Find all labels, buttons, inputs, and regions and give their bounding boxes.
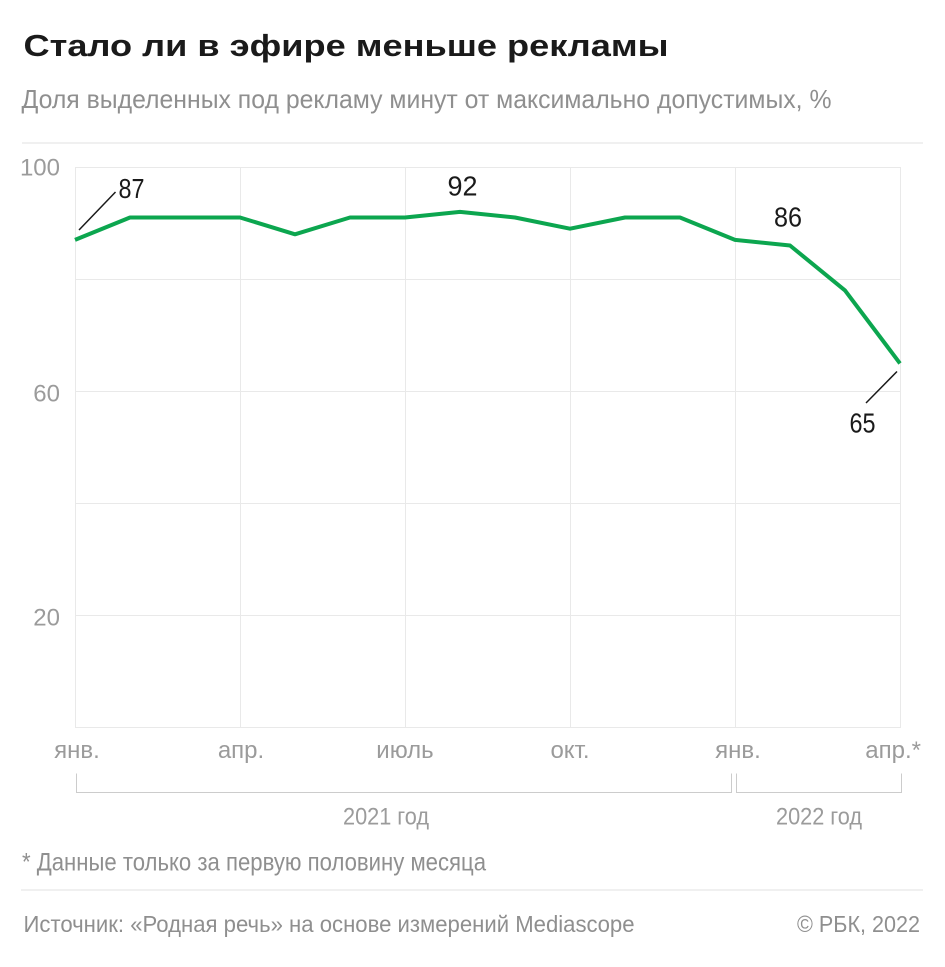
svg-text:2021 год: 2021 год — [343, 804, 429, 831]
svg-text:Источник: «Родная речь» на осн: Источник: «Родная речь» на основе измере… — [24, 911, 635, 937]
svg-text:60: 60 — [33, 381, 60, 408]
svg-text:86: 86 — [774, 202, 802, 233]
svg-text:65: 65 — [850, 407, 876, 438]
svg-text:20: 20 — [33, 605, 60, 632]
svg-text:100: 100 — [20, 155, 60, 182]
svg-text:янв.: янв. — [54, 737, 100, 764]
svg-text:87: 87 — [119, 173, 145, 204]
svg-text:янв.: янв. — [715, 737, 761, 764]
svg-text:Стало ли в эфире меньше реклам: Стало ли в эфире меньше рекламы — [24, 28, 669, 63]
svg-text:окт.: окт. — [550, 737, 589, 764]
svg-text:Доля выделенных под рекламу ми: Доля выделенных под рекламу минут от мак… — [22, 84, 832, 114]
svg-text:2022 год: 2022 год — [776, 804, 862, 831]
svg-text:* Данные только за первую поло: * Данные только за первую половину месяц… — [22, 849, 486, 877]
svg-text:© РБК, 2022: © РБК, 2022 — [797, 911, 920, 937]
svg-text:апр.*: апр.* — [865, 737, 921, 764]
svg-text:92: 92 — [448, 171, 478, 202]
svg-text:апр.: апр. — [218, 737, 264, 764]
svg-text:июль: июль — [376, 737, 433, 764]
